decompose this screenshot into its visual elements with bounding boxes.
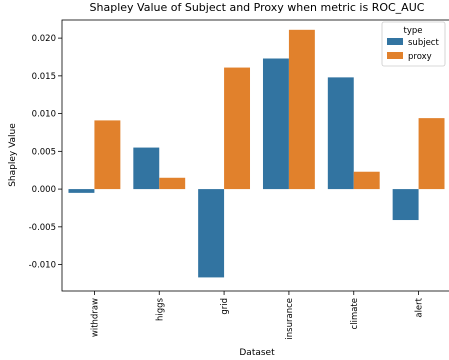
y-tick-label: -0.005 <box>29 223 56 233</box>
x-axis-label: Dataset <box>239 348 275 358</box>
y-axis-label: Shapley Value <box>8 123 18 187</box>
y-tick-label: 0.005 <box>32 147 56 157</box>
y-tick-label: 0.020 <box>32 34 56 44</box>
bar-subject-alert <box>392 189 419 221</box>
y-axis: 0.020 0.015 0.010 0.005 0.000 -0.005 -0.010 <box>29 34 62 271</box>
legend-label-proxy: proxy <box>408 52 432 62</box>
y-tick-label: -0.010 <box>29 261 56 271</box>
y-tick-label: 0.015 <box>32 72 56 82</box>
x-tick-label: climate <box>350 298 360 329</box>
x-tick-label: grid <box>220 298 230 315</box>
bar-subject-grid <box>198 189 225 278</box>
x-tick-label: alert <box>415 297 425 317</box>
bar-subject-higgs <box>133 147 160 190</box>
legend-title: type <box>404 26 423 36</box>
bar-proxy-withdraw <box>94 120 121 190</box>
legend-label-subject: subject <box>408 38 439 48</box>
y-tick-label: 0.010 <box>32 110 56 120</box>
bar-proxy-climate <box>353 171 380 190</box>
x-tick-label: insurance <box>285 298 295 340</box>
legend-swatch-subject <box>387 38 403 45</box>
bar-proxy-alert <box>418 118 445 190</box>
bar-proxy-higgs <box>159 177 186 190</box>
y-tick-label: 0.000 <box>32 185 56 195</box>
legend-swatch-proxy <box>387 52 403 59</box>
bar-subject-withdraw <box>68 189 95 193</box>
bar-proxy-insurance <box>288 29 315 190</box>
x-tick-label: higgs <box>155 297 165 321</box>
legend: type subject proxy <box>381 21 446 67</box>
chart-title: Shapley Value of Subject and Proxy when … <box>90 1 425 14</box>
bar-proxy-grid <box>224 67 251 190</box>
bar-subject-insurance <box>262 58 289 190</box>
plot-frame <box>61 19 449 292</box>
bars <box>68 29 445 278</box>
x-tick-label: withdraw <box>90 298 100 337</box>
bar-subject-climate <box>327 77 354 190</box>
x-axis: withdraw higgs grid insurance climate alert <box>90 291 425 340</box>
